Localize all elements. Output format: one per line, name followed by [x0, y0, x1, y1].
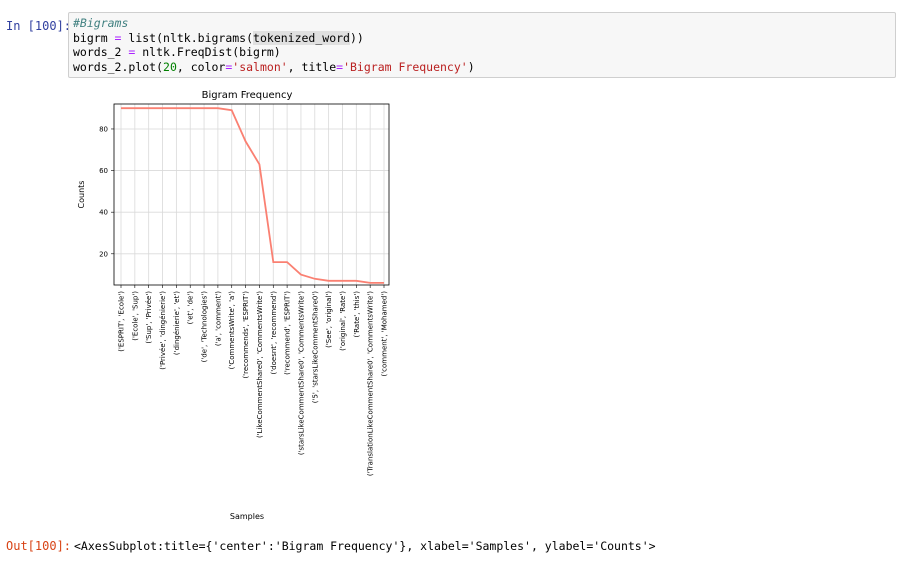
x-axis-label: Samples	[230, 512, 264, 521]
code-operator: =	[225, 59, 233, 74]
y-axis-label: Counts	[77, 181, 86, 209]
x-tick-label: ('See', 'original')	[325, 291, 333, 348]
x-tick-label: ('Rate', 'this')	[353, 291, 361, 338]
series-line	[121, 107, 384, 284]
chart-title: Bigram Frequency	[202, 90, 293, 101]
x-tick-label: ('5', 'starsLikeCommentShare0')	[311, 291, 319, 403]
y-tick-label: 80	[99, 125, 108, 133]
code-token: words_2	[73, 45, 129, 59]
y-tick-label: 40	[99, 209, 108, 217]
x-tick-label: ('a', 'comment')	[214, 291, 222, 346]
x-tick-label: ('de', 'Technologies')	[201, 291, 209, 363]
x-tick-label: ('recommends', 'ESPRIT')	[242, 291, 250, 379]
x-tick-label: ('et', 'de')	[187, 291, 195, 325]
code-token: )	[467, 59, 475, 74]
x-tick-label: ('comment', 'Mohamed')	[381, 291, 389, 377]
code-token: list(nltk.bigrams(	[121, 30, 254, 45]
code-token: nltk.FreqDist(bigrm)	[135, 45, 281, 59]
code-highlight: tokenized_word	[253, 30, 350, 45]
code-token: bigrm	[73, 30, 115, 45]
code-line: bigrm = list(nltk.bigrams(tokenized_word…	[73, 30, 891, 46]
y-tick-label: 60	[99, 167, 108, 175]
code-token: , title	[287, 59, 337, 74]
x-tick-label: ('starsLikeCommentShare0', 'CommentsWrit…	[297, 291, 305, 455]
y-tick-label: 20	[99, 250, 108, 258]
x-tick-label: ('TranslationLikeCommentShare0', 'Commen…	[367, 291, 375, 476]
code-operator: =	[128, 45, 136, 59]
code-string: 'Bigram Frequency'	[343, 59, 468, 74]
code-operator: =	[336, 59, 344, 74]
code-operator: =	[114, 30, 122, 45]
code-cell[interactable]: #Bigrams bigrm = list(nltk.bigrams(token…	[68, 12, 896, 78]
x-tick-label: ('original', 'Rate')	[339, 291, 347, 351]
x-axis-ticks: ('ESPRIT', 'Ecole') ('Ecole', 'Sup') ('Sup…	[118, 285, 389, 476]
x-tick-label: ('Privée', 'dingénierie')	[159, 291, 167, 370]
output-text: <AxesSubplot:title={'center':'Bigram Fre…	[74, 539, 656, 553]
code-line: words_2 = nltk.FreqDist(bigrm)	[73, 45, 891, 60]
y-axis-ticks: 20 40 60 80	[99, 125, 114, 258]
code-number: 20	[163, 59, 177, 74]
code-line: #Bigrams	[73, 16, 891, 31]
output-prompt: Out[100]:	[6, 539, 72, 553]
x-tick-label: ('Ecole', 'Sup')	[131, 291, 139, 341]
x-tick-label: ('dingénierie', 'et')	[173, 291, 181, 355]
plot-frame	[113, 103, 390, 286]
code-token: ))	[349, 30, 364, 45]
x-tick-label: ('recommend', 'ESPRIT')	[284, 291, 292, 375]
x-tick-label: ('doesnt', 'recommend')	[270, 291, 278, 375]
bigram-frequency-chart: Bigram Frequency 20 40 60 80 ('ESPRIT', 'Ec…	[77, 90, 390, 521]
x-tick-label: ('CommentsWrite', 'a')	[228, 291, 236, 370]
x-tick-label: ('LikeCommentShare0', 'CommentsWrite')	[256, 291, 264, 438]
x-tick-label: ('Sup', 'Privée')	[145, 291, 153, 344]
input-prompt: In [100]:	[6, 19, 72, 33]
code-string: 'salmon'	[232, 59, 288, 74]
chart-grid	[114, 104, 389, 285]
code-line: words_2.plot(20, color='salmon', title='…	[73, 60, 891, 75]
code-token: , color	[176, 59, 226, 74]
x-tick-label: ('ESPRIT', 'Ecole')	[118, 291, 126, 352]
code-comment: #Bigrams	[73, 16, 129, 30]
code-token: words_2.plot(	[73, 59, 164, 74]
